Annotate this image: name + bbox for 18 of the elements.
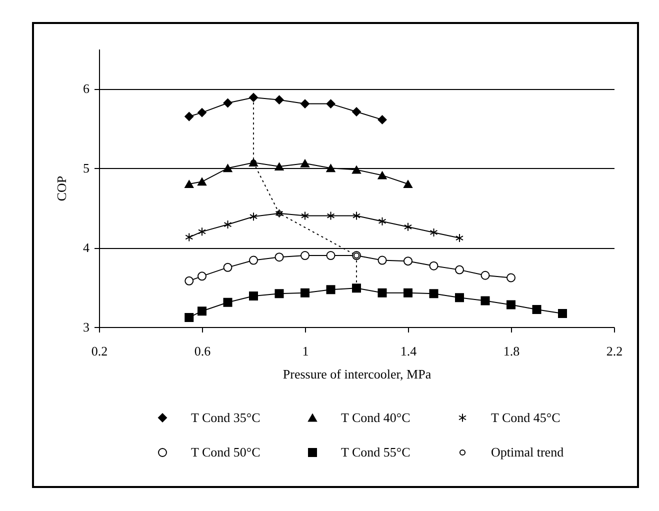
legend-label: T Cond 40°C (341, 410, 410, 425)
x-tick-label: 0.6 (194, 344, 212, 358)
legend-label: T Cond 50°C (191, 444, 260, 460)
y-axis-title: COP (54, 176, 69, 202)
x-tick-label: 1.4 (400, 344, 418, 358)
legend-label: T Cond 45°C (491, 410, 560, 425)
y-tick-label: 4 (83, 240, 90, 256)
legend-label: Optimal trend (491, 444, 564, 460)
y-tick-label: 6 (83, 81, 90, 96)
y-tick-label: 5 (83, 160, 90, 176)
x-axis-title: Pressure of intercooler, MPa (282, 366, 432, 382)
x-tick-label: 1.8 (503, 344, 520, 358)
legend-label: T Cond 35°C (191, 410, 260, 425)
x-tick-label: 2.2 (606, 344, 623, 358)
x-tick-label: 1 (302, 344, 309, 358)
legend-label: T Cond 55°C (341, 444, 410, 460)
y-tick-label: 3 (83, 320, 90, 334)
x-tick-label: 0.2 (91, 344, 108, 358)
